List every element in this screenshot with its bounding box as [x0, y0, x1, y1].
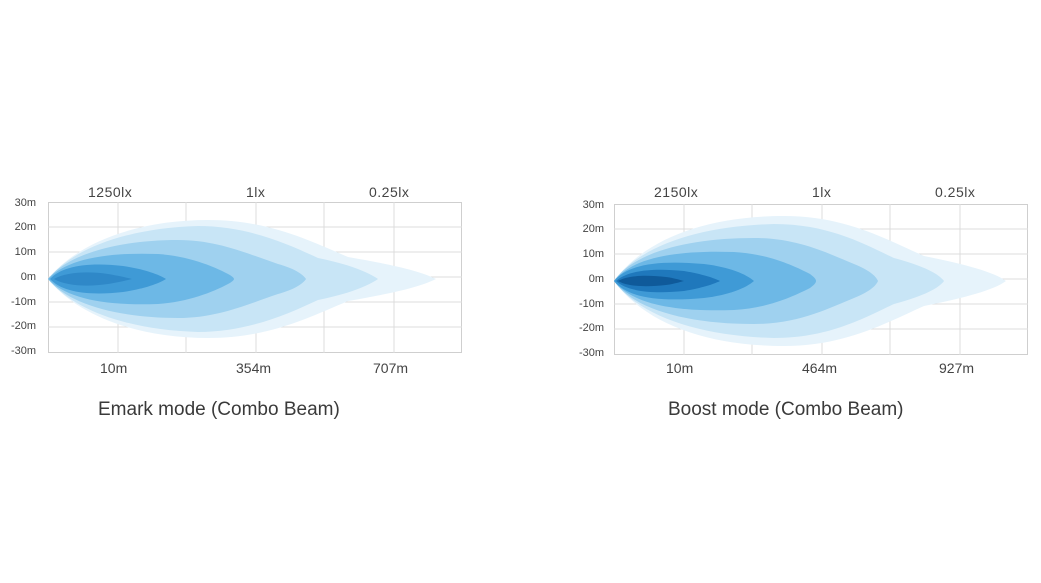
y-tick: -20m	[578, 322, 604, 334]
x-tick: 707m	[373, 360, 409, 376]
lux-label: 1250lx	[88, 184, 133, 200]
x-tick: 354m	[236, 360, 272, 376]
lux-label: 0.25lx	[369, 184, 410, 200]
x-tick: 464m	[802, 360, 838, 376]
y-tick: -10m	[578, 298, 604, 310]
y-tick: 30m	[582, 199, 604, 211]
boost-beam-plot	[614, 204, 1028, 355]
emark-chart-panel: 1250lx 1lx 0.25lx 30m 20m 10m 0m -10m -2…	[0, 0, 520, 583]
y-tick: -20m	[10, 320, 36, 332]
lux-label: 1lx	[812, 184, 832, 200]
isolux-band	[618, 275, 684, 287]
boost-chart-panel: 2150lx 1lx 0.25lx 30m 20m 10m 0m -10m -2…	[566, 0, 1041, 583]
x-tick: 927m	[939, 360, 975, 376]
lux-label: 2150lx	[654, 184, 699, 200]
emark-beam-plot	[48, 202, 462, 353]
y-tick: 20m	[582, 223, 604, 235]
y-tick: -10m	[10, 296, 36, 308]
lux-label: 1lx	[246, 184, 266, 200]
y-tick: -30m	[578, 347, 604, 359]
chart-caption: Emark mode (Combo Beam)	[98, 399, 340, 420]
lux-label: 0.25lx	[935, 184, 976, 200]
y-tick: 0m	[588, 273, 604, 285]
y-tick: 0m	[20, 271, 36, 283]
x-tick: 10m	[100, 360, 128, 376]
y-tick: 10m	[14, 246, 36, 258]
x-tick: 10m	[666, 360, 694, 376]
y-tick: 10m	[582, 248, 604, 260]
chart-caption: Boost mode (Combo Beam)	[668, 399, 904, 420]
isolux-band	[54, 272, 132, 286]
y-tick: 20m	[14, 221, 36, 233]
y-tick: 30m	[14, 197, 36, 209]
y-tick: -30m	[10, 345, 36, 357]
